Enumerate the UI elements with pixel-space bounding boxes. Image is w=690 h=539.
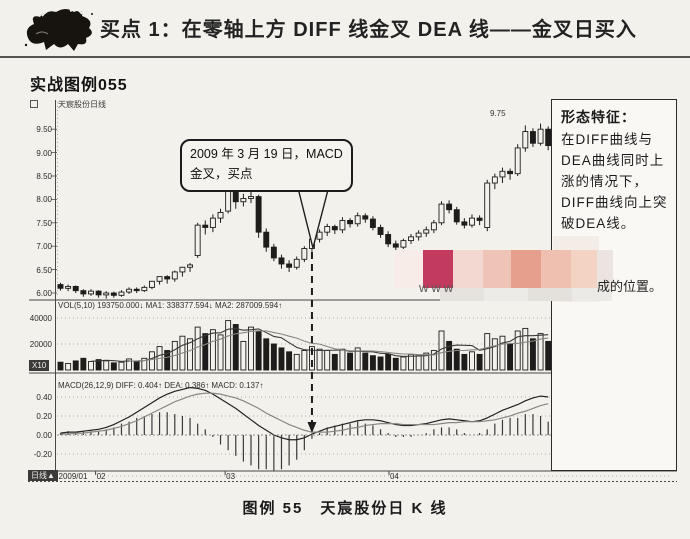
volume-axis-label: 20000 xyxy=(29,340,52,349)
figure-caption: 图例 55 天宸股份日 K 线 xyxy=(242,500,448,517)
macd-lines xyxy=(57,386,553,441)
x-axis-month-label: 02 xyxy=(96,472,106,481)
golden-cross-arrow xyxy=(296,181,331,433)
pattern-info-title: 形态特征： xyxy=(561,109,636,125)
pattern-info-partial-text: 成的位置。 xyxy=(597,279,663,294)
watermark-block xyxy=(423,250,453,288)
candlestick-series xyxy=(57,123,552,299)
price-axis-label: 6.00 xyxy=(36,289,52,298)
volume-axis-label: 40000 xyxy=(29,314,52,323)
watermark-block xyxy=(511,250,541,288)
macd-axis-label: 0.20 xyxy=(36,412,52,421)
pattern-info-line: 在DIFF曲线与 xyxy=(561,132,653,147)
period-selector-tag: 日线▲ xyxy=(28,470,58,481)
price-axis-label: 6.50 xyxy=(36,265,52,275)
header-divider xyxy=(0,56,690,58)
page-title: 买点 1：在零轴上方 DIFF 线金叉 DEA 线——金叉日买入 xyxy=(100,19,637,41)
chart-title: 天宸股份日线 xyxy=(58,100,106,109)
macd-indicator-header: MACD(26,12,9) DIFF: 0.404↑ DEA: 0.386↑ M… xyxy=(58,381,264,390)
x-axis-month-label: 2009/01 xyxy=(58,472,88,481)
section-title: 实战图例055 xyxy=(30,77,128,94)
x-axis-month-label: 04 xyxy=(389,472,399,481)
annotation-line2: 金叉，买点 xyxy=(190,167,253,181)
price-marker-label: 9.75 xyxy=(490,109,506,118)
price-axis-label: 8.00 xyxy=(36,195,52,205)
macd-axis-label: -0.20 xyxy=(33,450,52,459)
x-axis-month-label: 03 xyxy=(226,472,236,481)
annotation-line1: 2009 年 3 月 19 日，MACD xyxy=(190,147,343,161)
macd-histogram xyxy=(59,412,549,472)
price-axis-label: 9.50 xyxy=(36,125,52,135)
watermark-block xyxy=(572,288,612,301)
macd-axis-label: 0.00 xyxy=(36,431,52,440)
watermark-block xyxy=(541,250,571,288)
watermark-block xyxy=(484,288,528,301)
watermark-block xyxy=(453,250,483,288)
pattern-info-line: DIFF曲线向上突 xyxy=(561,195,668,210)
watermark-block xyxy=(483,250,511,288)
volume-multiplier-tag: X10 xyxy=(29,360,50,371)
window-box-icon xyxy=(30,100,38,108)
volume-indicator-header: VOL(5,10) 193750.000↓ MA1: 338377.594↓ M… xyxy=(58,301,283,310)
watermark-block xyxy=(528,288,572,301)
volume-ma-lines xyxy=(90,328,549,362)
volume-bars xyxy=(57,320,552,371)
price-axis-label: 8.50 xyxy=(36,172,52,181)
pattern-info-line: DEA曲线同时上 xyxy=(561,153,665,168)
bull-logo-icon xyxy=(24,8,93,51)
macd-axis-label: 0.40 xyxy=(36,393,52,402)
watermark-block xyxy=(597,250,613,288)
pattern-info-line: 破DEA线。 xyxy=(561,216,636,231)
watermark-block xyxy=(571,250,597,288)
watermark-block xyxy=(395,250,423,288)
annotation-balloon: 2009 年 3 月 19 日，MACD 金叉，买点 xyxy=(180,139,353,192)
watermark-block xyxy=(440,288,484,301)
watermark-text: www xyxy=(419,280,457,295)
price-axis-label: 7.00 xyxy=(36,242,52,252)
pattern-info-line: 涨的情况下， xyxy=(561,174,648,189)
price-axis-label: 7.50 xyxy=(36,218,52,228)
price-axis-label: 9.00 xyxy=(36,148,52,158)
